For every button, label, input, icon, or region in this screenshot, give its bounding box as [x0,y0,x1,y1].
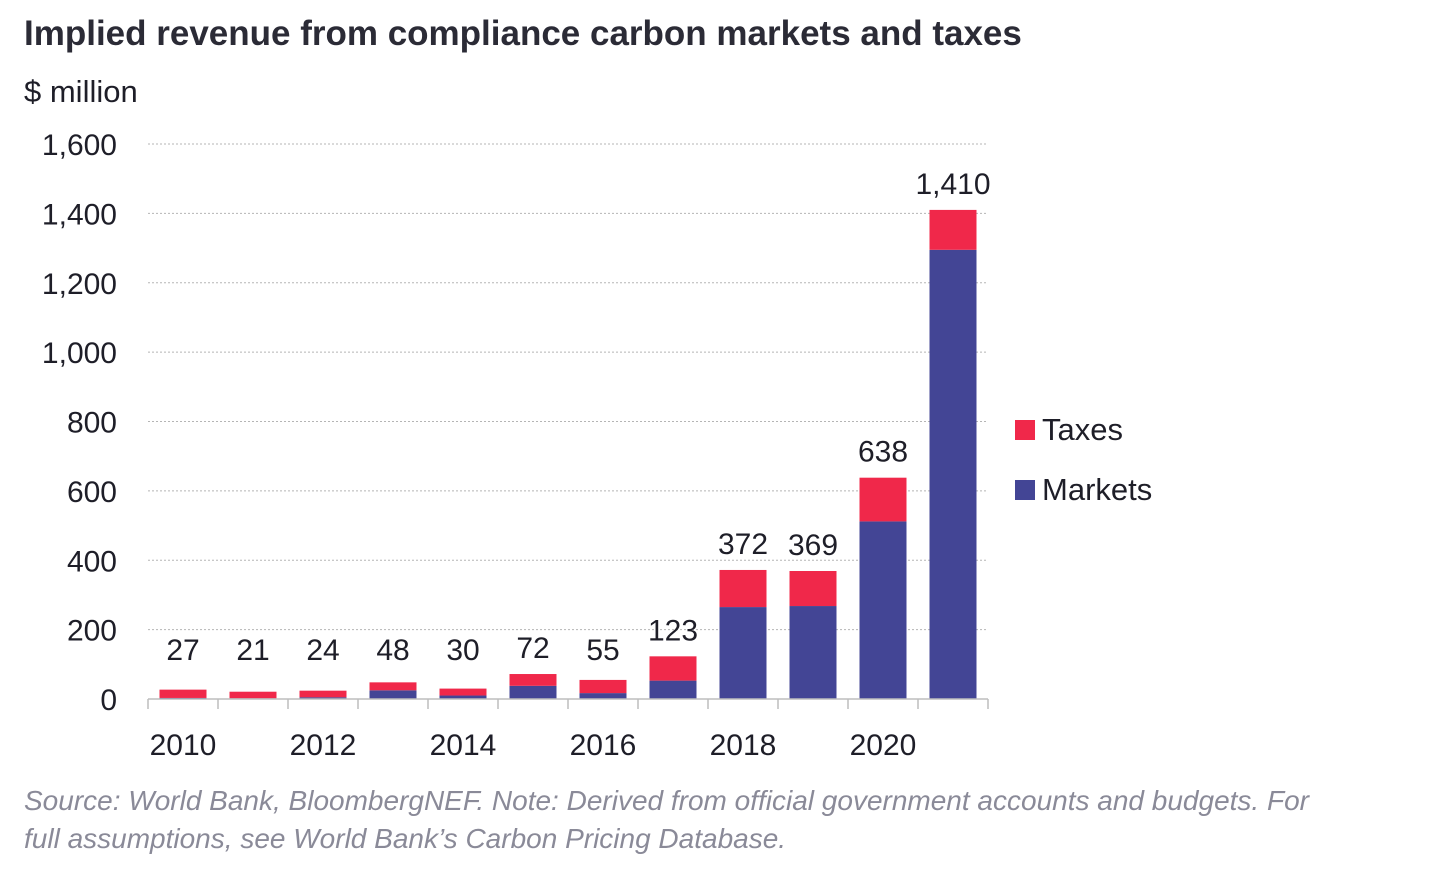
bar-markets-2016 [579,693,627,699]
total-label-2010: 27 [166,634,199,667]
bar-taxes-2019 [789,571,837,607]
bar-markets-2015 [509,685,557,699]
total-label-2014: 30 [446,634,479,667]
x-tick-label: 2012 [290,729,357,762]
bar-taxes-2020 [859,477,907,522]
bar-taxes-2010 [159,689,207,698]
total-label-2020: 638 [858,436,908,469]
y-tick-label: 0 [100,684,117,717]
y-tick-label: 800 [67,407,117,440]
y-tick-label: 200 [67,615,117,648]
total-label-2019: 369 [788,529,838,562]
y-tick-label: 600 [67,476,117,509]
x-tick-labels: 2010 2012 2014 2016 2018 2020 [150,729,917,762]
x-tick-label: 2020 [850,729,917,762]
bar-taxes-2011 [229,691,277,699]
gridlines [148,143,988,631]
y-tick-label: 1,600 [42,129,117,162]
total-label-2015: 72 [516,632,549,665]
chart-title: Implied revenue from compliance carbon m… [24,14,1022,53]
bar-taxes-2012 [299,690,347,698]
legend-taxes-label: Taxes [1042,412,1123,447]
x-tick-label: 2016 [570,729,637,762]
bar-taxes-2013 [369,682,417,691]
legend-taxes-swatch [1015,420,1035,440]
total-label-2018: 372 [718,528,768,561]
total-label-2012: 24 [306,634,339,667]
bar-markets-2021 [929,249,977,699]
bars [159,209,977,699]
y-axis-unit-label: $ million [24,74,138,109]
y-tick-label: 1,400 [42,198,117,231]
bar-markets-2013 [369,690,417,699]
total-label-2016: 55 [586,634,619,667]
x-tick-label: 2014 [430,729,497,762]
y-tick-label: 1,000 [42,337,117,370]
x-tick-label: 2018 [710,729,777,762]
y-tick-label: 400 [67,545,117,578]
bar-markets-2020 [859,521,907,699]
bar-taxes-2015 [509,674,557,686]
legend: Taxes Markets [1015,412,1152,507]
total-label-2017: 123 [648,614,698,647]
bar-markets-2012 [299,697,347,699]
total-label-2013: 48 [376,634,409,667]
bar-taxes-2014 [439,688,487,696]
bar-taxes-2018 [719,569,767,608]
bar-taxes-2017 [649,656,697,681]
total-data-labels: 27 21 24 48 30 72 55 123 372 369 638 1,410 [166,168,990,667]
bar-taxes-2021 [929,209,977,250]
x-tick-label: 2010 [150,729,217,762]
bar-taxes-2016 [579,679,627,694]
y-tick-labels: 0 200 400 600 800 1,000 1,200 1,400 1,600 [42,129,117,717]
legend-markets-label: Markets [1042,472,1152,507]
bar-markets-2018 [719,607,767,699]
source-note: Source: World Bank, BloombergNEF. Note: … [24,785,1309,854]
bar-markets-2019 [789,606,837,699]
legend-markets-swatch [1015,480,1035,500]
bar-markets-2014 [439,695,487,699]
total-label-2021: 1,410 [915,168,990,201]
axes [147,698,989,709]
total-label-2011: 21 [236,634,269,667]
bar-markets-2017 [649,680,697,699]
y-tick-label: 1,200 [42,268,117,301]
